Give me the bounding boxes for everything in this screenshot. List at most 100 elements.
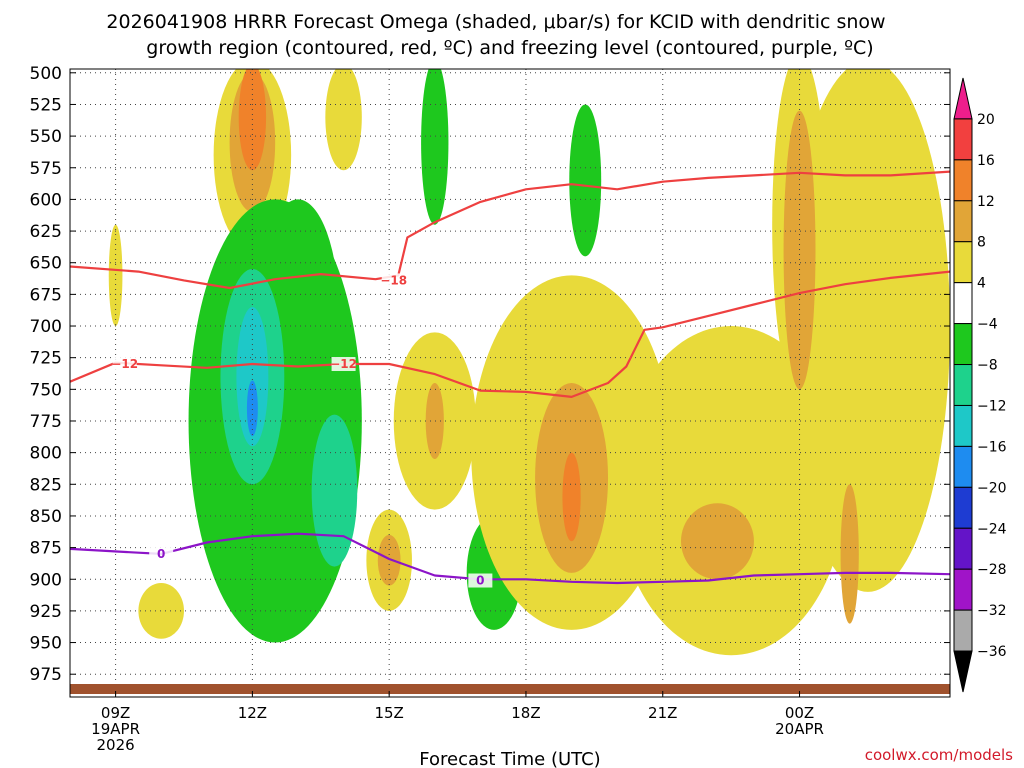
colorbar-segment [953, 241, 973, 284]
contour-label-bg [381, 273, 406, 288]
dgz-minus-18-contour [70, 170, 950, 290]
colorbar-label: −8 [977, 358, 998, 374]
colorbar-label: 12 [977, 194, 995, 210]
x-tick-label: 2026 [97, 736, 135, 754]
colorbar-segment [953, 323, 973, 366]
omega-region [617, 326, 846, 656]
x-tick-label: 15Z [374, 704, 403, 722]
omega-region [680, 503, 754, 580]
colorbar-segment [953, 159, 973, 202]
colorbar-segment [953, 650, 973, 693]
x-tick-label: 19APR [91, 720, 140, 738]
omega-region [246, 380, 258, 437]
colorbar-label: −24 [977, 521, 1007, 537]
omega-shading [108, 69, 950, 656]
colorbar-segment [953, 77, 973, 120]
x-tick-label: 12Z [238, 704, 267, 722]
temperature-contours [70, 170, 950, 585]
y-tick-label: 975 [30, 665, 62, 685]
omega-region [840, 484, 859, 624]
omega-region [311, 414, 358, 567]
colorbar-segment [953, 404, 973, 447]
colorbar-segment [953, 486, 973, 529]
colorbar-label: 8 [977, 235, 986, 251]
chart-title-line-2: growth region (contoured, red, ºC) and f… [146, 37, 873, 59]
y-tick-label: 700 [30, 317, 62, 337]
omega-region [783, 110, 816, 390]
colorbar-segment [953, 118, 973, 161]
contour-label-bg [149, 546, 174, 561]
colorbar-label: 4 [977, 276, 986, 292]
freezing-level-contour [70, 532, 950, 585]
y-tick-label: 500 [30, 64, 62, 84]
y-tick-label: 825 [30, 475, 62, 495]
contour-label-bg [468, 573, 493, 588]
y-tick-label: 725 [30, 349, 62, 369]
colorbar-label: −12 [977, 398, 1007, 414]
credit-link[interactable]: coolwx.com/models [865, 746, 1013, 764]
colorbar-label: −16 [977, 439, 1007, 455]
dgz-minus-18-label: −18 [380, 273, 407, 287]
y-tick-label: 850 [30, 507, 62, 527]
omega-region [562, 452, 581, 542]
colorbar-segment [953, 445, 973, 488]
omega-region [377, 534, 401, 586]
plot-frame [69, 68, 951, 698]
colorbar-segment [953, 282, 973, 325]
x-tick-label: 20APR [775, 720, 824, 738]
colorbar-label: 20 [977, 112, 995, 128]
dgz-minus-12-label: −12 [330, 357, 357, 371]
x-tick-label: 18Z [511, 704, 540, 722]
omega-region [108, 224, 123, 327]
colorbar-label: −20 [977, 480, 1007, 496]
dgz-minus-12-label: −12 [111, 357, 138, 371]
y-tick-label: 575 [30, 159, 62, 179]
y-tick-label: 800 [30, 444, 62, 464]
y-tick-label: 775 [30, 412, 62, 432]
colorbar-segment [953, 200, 973, 243]
y-tick-label: 750 [30, 380, 62, 400]
omega-region [325, 69, 362, 171]
omega-region [138, 583, 184, 639]
y-tick-label: 900 [30, 570, 62, 590]
colorbar-segment [953, 364, 973, 406]
x-axis-title: Forecast Time (UTC) [419, 749, 600, 768]
omega-region [425, 383, 444, 459]
colorbar-label: −32 [977, 603, 1007, 619]
contour-labels: −18 −12 −12 0 0 [111, 273, 493, 588]
omega-region [785, 69, 950, 592]
contour-label-bg [112, 357, 137, 372]
y-tick-label: 875 [30, 539, 62, 559]
contour-label-bg [331, 357, 356, 372]
x-tick-label: 00Z [785, 704, 814, 722]
freezing-level-label: 0 [476, 574, 484, 588]
colorbar-label: 16 [977, 153, 995, 169]
omega-region [421, 69, 449, 225]
y-tick-label: 950 [30, 634, 62, 654]
y-axis-ticks: 500 525 550 575 600 625 650 675 700 725 750 775 800 8… [30, 64, 950, 685]
y-tick-label: 675 [30, 285, 62, 305]
y-tick-label: 550 [30, 127, 62, 147]
y-tick-label: 925 [30, 602, 62, 622]
y-tick-label: 600 [30, 190, 62, 210]
grid [70, 69, 950, 697]
colorbar-label: −36 [977, 644, 1007, 660]
colorbar: 20 16 12 8 4 −4 −8 −12 −16 −20 −24 −28 −32 −36 [953, 77, 1007, 693]
dgz-minus-12-contour [70, 270, 950, 398]
omega-region [569, 104, 602, 257]
y-tick-label: 625 [30, 222, 62, 242]
colorbar-label: −4 [977, 317, 998, 333]
y-tick-label: 525 [30, 95, 62, 115]
x-tick-label: 09Z [101, 704, 130, 722]
y-tick-label: 650 [30, 254, 62, 274]
x-tick-label: 21Z [648, 704, 677, 722]
colorbar-segment [953, 609, 973, 652]
omega-region [236, 307, 269, 447]
colorbar-label: −28 [977, 562, 1007, 578]
chart-title-line-1: 2026041908 HRRR Forecast Omega (shaded, … [106, 11, 885, 33]
freezing-level-label: 0 [157, 547, 165, 561]
colorbar-segment [953, 527, 973, 570]
colorbar-segment [953, 568, 973, 611]
